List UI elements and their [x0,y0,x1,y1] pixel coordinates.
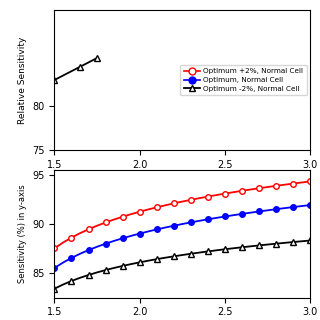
Line: Optimum -2%, Normal Cell: Optimum -2%, Normal Cell [51,54,100,84]
Optimum -2%, Normal Cell [78,65,82,69]
Y-axis label: Relative Sensitivity: Relative Sensitivity [18,36,27,124]
Y-axis label: Sensitivity (%) in y-axis: Sensitivity (%) in y-axis [18,184,27,283]
Optimum -2%, Normal Cell [52,78,56,82]
Legend: Optimum +2%, Normal Cell, Optimum, Normal Cell, Optimum -2%, Normal Cell: Optimum +2%, Normal Cell, Optimum, Norma… [180,65,307,95]
X-axis label: Frequency (THz): Frequency (THz) [140,176,225,186]
Optimum -2%, Normal Cell [95,56,99,60]
Text: (a): (a) [173,204,192,217]
